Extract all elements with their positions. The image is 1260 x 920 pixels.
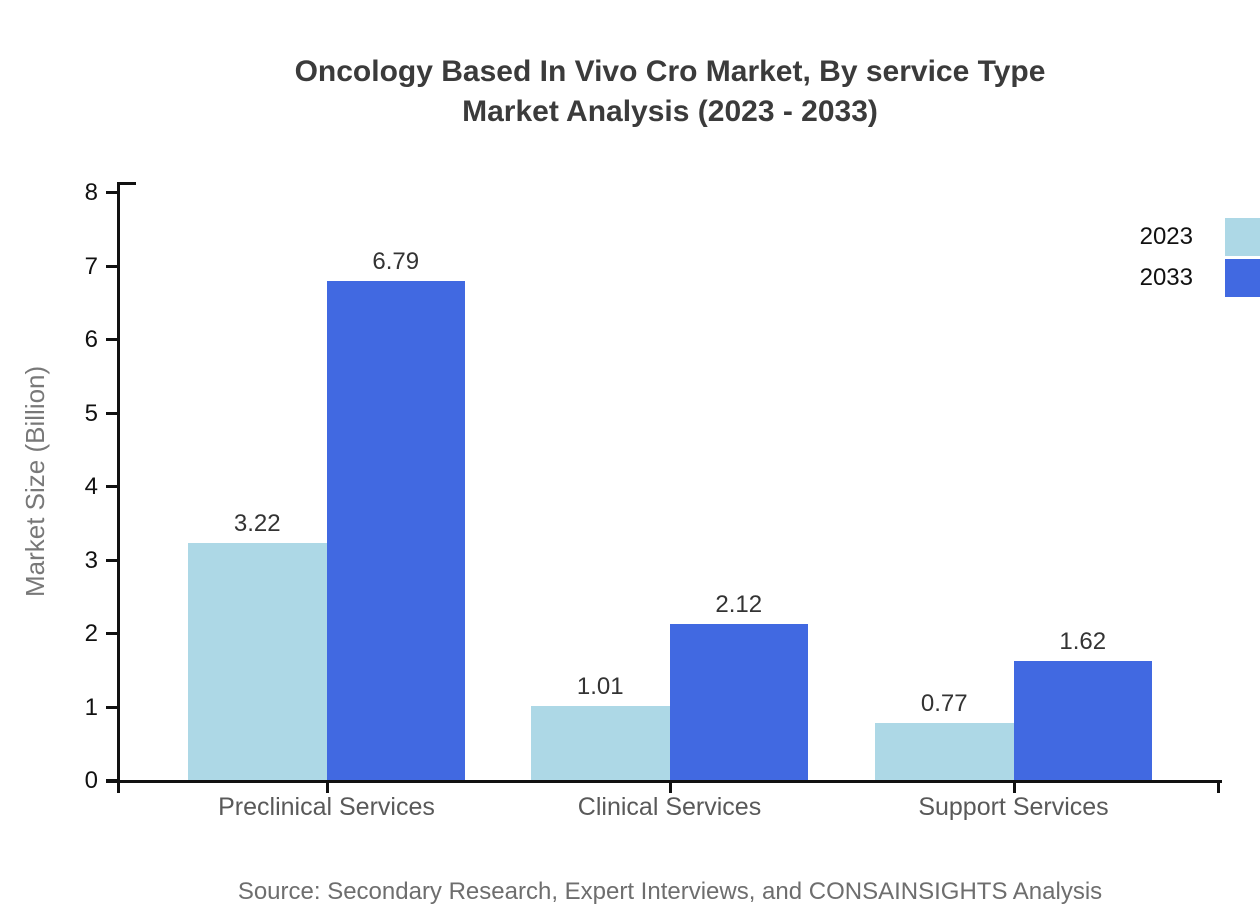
- y-tick-label-1: 1: [84, 693, 98, 721]
- chart-title-line1: Oncology Based In Vivo Cro Market, By se…: [294, 55, 1046, 88]
- y-tick-0: [106, 779, 120, 782]
- x-axis-line: [106, 780, 1222, 783]
- y-tick-label-4: 4: [84, 473, 98, 500]
- y-axis-top-cap: [120, 182, 136, 185]
- y-tick-4: [106, 485, 120, 488]
- category-label-preclinical-services: Preclinical Services: [218, 793, 435, 821]
- legend-label-2033: 2033: [1139, 264, 1193, 291]
- y-tick-label-5: 5: [84, 399, 98, 427]
- y-tick-7: [106, 264, 120, 268]
- bar-2023-preclinical-services: [188, 543, 327, 780]
- x-tick-clinical-services: [668, 780, 672, 793]
- chart-title-line2: Market Analysis (2023 - 2033): [462, 95, 878, 128]
- y-tick-3: [106, 558, 120, 562]
- legend-item-2033: 2033: [1140, 259, 1260, 297]
- y-tick-2: [106, 632, 120, 635]
- y-tick-1: [106, 705, 120, 709]
- x-axis-end-tick: [1217, 780, 1220, 793]
- x-tick-preclinical-services: [325, 780, 329, 793]
- y-tick-label-3: 3: [84, 546, 98, 574]
- y-tick-6: [106, 338, 120, 341]
- legend-label-2023: 2023: [1139, 223, 1193, 250]
- legend-item-2023: 2023: [1140, 218, 1260, 256]
- bar-value-2023-clinical-services: 1.01: [576, 672, 624, 700]
- chart-title: Oncology Based In Vivo Cro Market, By se…: [80, 52, 1260, 132]
- y-tick-5: [106, 411, 120, 415]
- legend-swatch-2023: [1225, 218, 1260, 256]
- x-tick-support-services: [1012, 780, 1016, 793]
- legend-swatch-2033: [1225, 259, 1260, 297]
- y-tick-label-7: 7: [84, 252, 98, 280]
- bar-2033-preclinical-services: [326, 280, 465, 780]
- y-tick-label-8: 8: [84, 179, 98, 206]
- category-label-clinical-services: Clinical Services: [577, 793, 762, 821]
- y-tick-label-0: 0: [84, 767, 98, 794]
- bar-value-2033-preclinical-services: 6.79: [372, 247, 420, 275]
- y-tick-label-2: 2: [84, 620, 98, 647]
- bar-value-2023-preclinical-services: 3.22: [233, 510, 281, 538]
- source-note: Source: Secondary Research, Expert Inter…: [237, 878, 1103, 905]
- bar-2033-clinical-services: [669, 624, 808, 780]
- y-tick-label-6: 6: [84, 326, 98, 353]
- y-tick-8: [106, 191, 120, 194]
- bar-value-2033-clinical-services: 2.12: [715, 591, 763, 619]
- legend: 2023 2033: [1140, 218, 1260, 297]
- bar-value-2033-support-services: 1.62: [1059, 627, 1107, 655]
- bar-2033-support-services: [1013, 660, 1152, 780]
- category-label-support-services: Support Services: [918, 793, 1109, 821]
- bar-2023-support-services: [875, 723, 1014, 780]
- bar-2023-clinical-services: [531, 705, 670, 780]
- bar-value-2023-support-services: 0.77: [920, 690, 968, 718]
